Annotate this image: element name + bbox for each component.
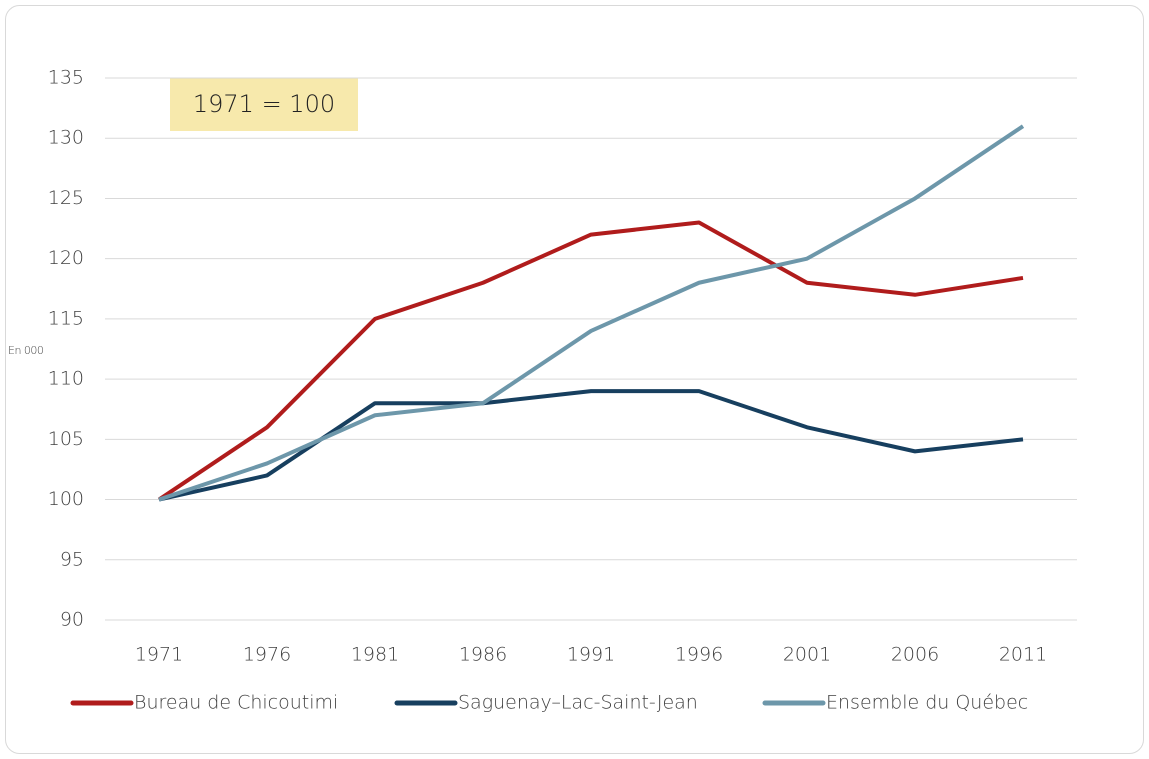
y-tick-label: 130 — [48, 127, 84, 149]
series-line — [157, 220, 1024, 502]
x-tick-label: 1991 — [567, 644, 615, 666]
y-tick-label: 90 — [60, 609, 84, 631]
legend-label: Saguenay–Lac-Saint-Jean — [458, 692, 698, 714]
x-tick-label: 2011 — [999, 644, 1047, 666]
y-tick-label: 135 — [48, 67, 84, 89]
annotation-box — [170, 78, 358, 131]
y-tick-label: 100 — [48, 488, 84, 510]
x-tick-label: 1986 — [459, 644, 507, 666]
y-tick-label: 115 — [48, 307, 84, 329]
x-tick-label: 1996 — [675, 644, 723, 666]
series-line — [158, 389, 1024, 502]
legend-label: Bureau de Chicoutimi — [134, 692, 338, 714]
legend-label: Ensemble du Québec — [826, 692, 1028, 714]
x-tick-label: 1981 — [351, 644, 399, 666]
y-axis-label: En 000 — [8, 344, 43, 357]
annotation: 1971 = 100 — [193, 90, 335, 118]
y-tick-label: 95 — [60, 548, 84, 570]
series-line — [158, 124, 1025, 502]
y-tick-label: 110 — [48, 368, 84, 390]
x-tick-label: 1976 — [243, 644, 291, 666]
x-tick-label: 1971 — [135, 644, 183, 666]
y-tick-label: 120 — [48, 247, 84, 269]
y-tick-label: 125 — [48, 187, 84, 209]
x-tick-label: 2001 — [783, 644, 831, 666]
x-tick-label: 2006 — [891, 644, 939, 666]
y-tick-label: 105 — [48, 428, 84, 450]
